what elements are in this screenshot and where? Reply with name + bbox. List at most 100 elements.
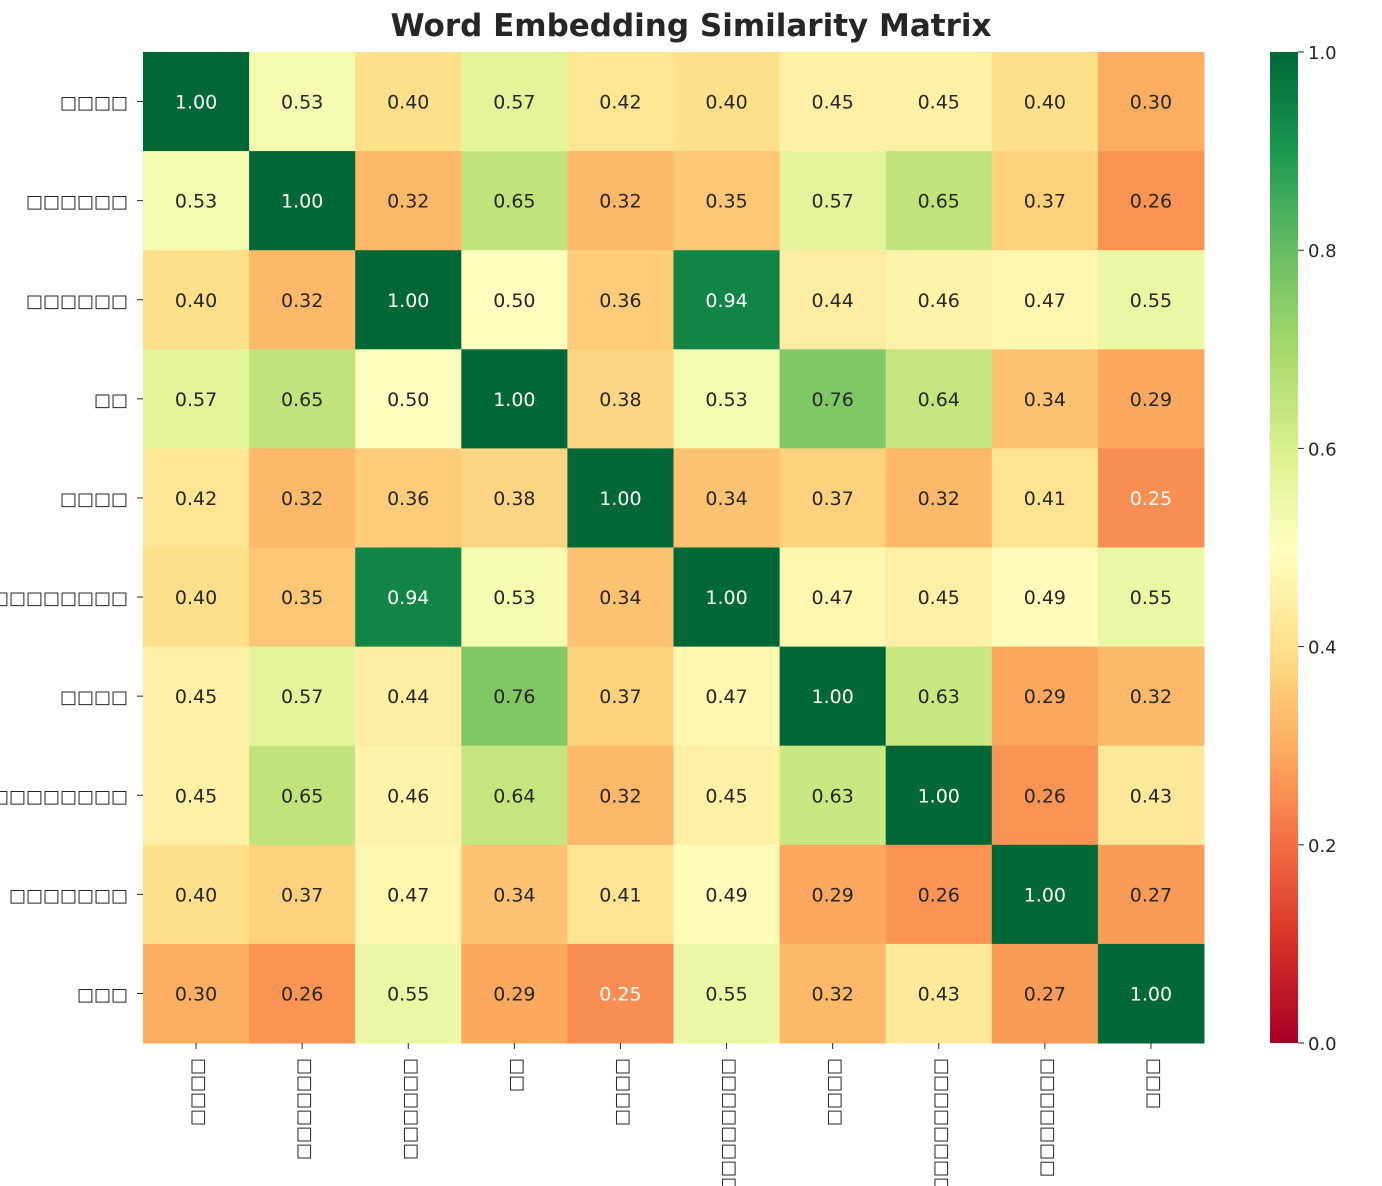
cell-annotation: 0.76 xyxy=(493,686,535,708)
heatmap-cell xyxy=(779,646,887,747)
heatmap-cell xyxy=(1097,349,1205,449)
cell-annotation: 0.50 xyxy=(493,290,535,312)
cell-annotation: 0.32 xyxy=(281,290,323,312)
cell-annotation: 0.37 xyxy=(281,884,323,906)
heatmap-cell xyxy=(991,151,1099,251)
cell-annotation: 0.35 xyxy=(281,587,323,609)
cell-annotation: 0.47 xyxy=(387,884,429,906)
cell-annotation: 0.30 xyxy=(1130,92,1172,114)
heatmap-cell xyxy=(1097,448,1205,548)
cell-annotation: 0.55 xyxy=(705,983,747,1005)
heatmap-cell xyxy=(567,547,674,648)
cell-annotation: 1.00 xyxy=(1024,884,1066,906)
cell-annotation: 0.65 xyxy=(281,389,323,411)
cell-annotation: 0.55 xyxy=(1130,587,1172,609)
heatmap-cell xyxy=(249,250,356,350)
cell-annotation: 0.29 xyxy=(1130,389,1172,411)
heatmap-cell xyxy=(355,547,462,648)
heatmap-cell xyxy=(461,349,568,449)
heatmap-cell xyxy=(355,844,462,945)
heatmap-cell xyxy=(567,151,674,251)
cell-annotation: 0.40 xyxy=(175,884,217,906)
cell-annotation: 0.46 xyxy=(387,785,429,807)
heatmap-cell xyxy=(673,844,781,945)
cell-annotation: 0.32 xyxy=(599,785,641,807)
cell-annotation: 0.42 xyxy=(599,92,641,114)
heatmap-cell xyxy=(991,943,1099,1044)
cell-annotation: 0.45 xyxy=(918,92,960,114)
cell-annotation: 0.34 xyxy=(1024,389,1066,411)
cell-annotation: 0.94 xyxy=(387,587,429,609)
heatmap-cell xyxy=(567,844,674,945)
heatmap-cell xyxy=(885,52,993,152)
heatmap-cell xyxy=(991,52,1099,152)
heatmap-cell xyxy=(355,250,462,350)
col-tick-label: □□□□□□□□□ xyxy=(930,1058,951,1186)
colorbar-tick-label: 0.8 xyxy=(1308,241,1337,262)
heatmap-cell xyxy=(991,547,1099,648)
col-tick-label: □□□□□□ xyxy=(399,1058,420,1160)
cell-annotation: 0.32 xyxy=(599,191,641,213)
heatmap-cell xyxy=(1097,151,1205,251)
heatmap-cell xyxy=(567,646,674,747)
heatmap-cell xyxy=(779,52,887,152)
cell-annotation: 0.34 xyxy=(705,488,747,510)
heatmap-cell xyxy=(991,448,1099,548)
cell-annotation: 0.45 xyxy=(705,785,747,807)
cell-annotation: 1.00 xyxy=(811,686,853,708)
cell-annotation: 0.36 xyxy=(599,290,641,312)
heatmap-cell xyxy=(143,943,250,1044)
heatmap-cell xyxy=(355,349,462,449)
heatmap-cell xyxy=(567,349,674,449)
cell-annotation: 0.49 xyxy=(1024,587,1066,609)
cell-annotation: 0.64 xyxy=(493,785,535,807)
cell-annotation: 0.40 xyxy=(175,290,217,312)
cell-annotation: 0.30 xyxy=(175,983,217,1005)
cell-annotation: 0.40 xyxy=(705,92,747,114)
cell-annotation: 1.00 xyxy=(493,389,535,411)
cell-annotation: 0.57 xyxy=(281,686,323,708)
row-tick-label: □□□□□□□□□ xyxy=(0,786,128,807)
heatmap-cell xyxy=(1097,52,1205,152)
cell-annotation: 0.34 xyxy=(493,884,535,906)
heatmap-cell xyxy=(355,151,462,251)
cell-annotation: 0.26 xyxy=(1130,191,1172,213)
heatmap-cell xyxy=(249,547,356,648)
heatmap-cell xyxy=(249,151,356,251)
cell-annotation: 0.34 xyxy=(599,587,641,609)
heatmap-cell xyxy=(673,745,781,846)
heatmap-cell xyxy=(355,52,462,152)
cell-annotation: 0.53 xyxy=(493,587,535,609)
heatmap-cell xyxy=(461,448,568,548)
colorbar-tick-label: 1.0 xyxy=(1308,43,1337,64)
cell-annotation: 0.94 xyxy=(705,290,747,312)
cell-annotation: 0.42 xyxy=(175,488,217,510)
heatmap-cell xyxy=(779,745,887,846)
col-tick-label: □□□□□□ xyxy=(293,1058,314,1160)
col-tick-label: □□□□ xyxy=(187,1058,208,1126)
heatmap-cell xyxy=(461,646,568,747)
heatmap-cell xyxy=(249,646,356,747)
cell-annotation: 0.45 xyxy=(175,785,217,807)
cell-annotation: 0.46 xyxy=(918,290,960,312)
cell-annotation: 0.29 xyxy=(811,884,853,906)
heatmap-cell xyxy=(461,844,568,945)
heatmap-cell xyxy=(567,250,674,350)
cell-annotation: 0.53 xyxy=(175,191,217,213)
heatmap-cell xyxy=(673,349,781,449)
heatmap-cell xyxy=(991,349,1099,449)
heatmap-cell xyxy=(885,646,993,747)
cell-annotation: 0.29 xyxy=(493,983,535,1005)
heatmap-cell xyxy=(143,745,250,846)
cell-annotation: 0.40 xyxy=(1024,92,1066,114)
heatmap-cell xyxy=(779,151,887,251)
heatmap-cell xyxy=(779,844,887,945)
cell-annotation: 0.53 xyxy=(705,389,747,411)
cell-annotation: 0.64 xyxy=(918,389,960,411)
heatmap-cell xyxy=(673,151,781,251)
cell-annotation: 0.36 xyxy=(387,488,429,510)
cell-annotation: 0.32 xyxy=(387,191,429,213)
cell-annotation: 0.76 xyxy=(811,389,853,411)
cell-annotation: 0.37 xyxy=(1024,191,1066,213)
